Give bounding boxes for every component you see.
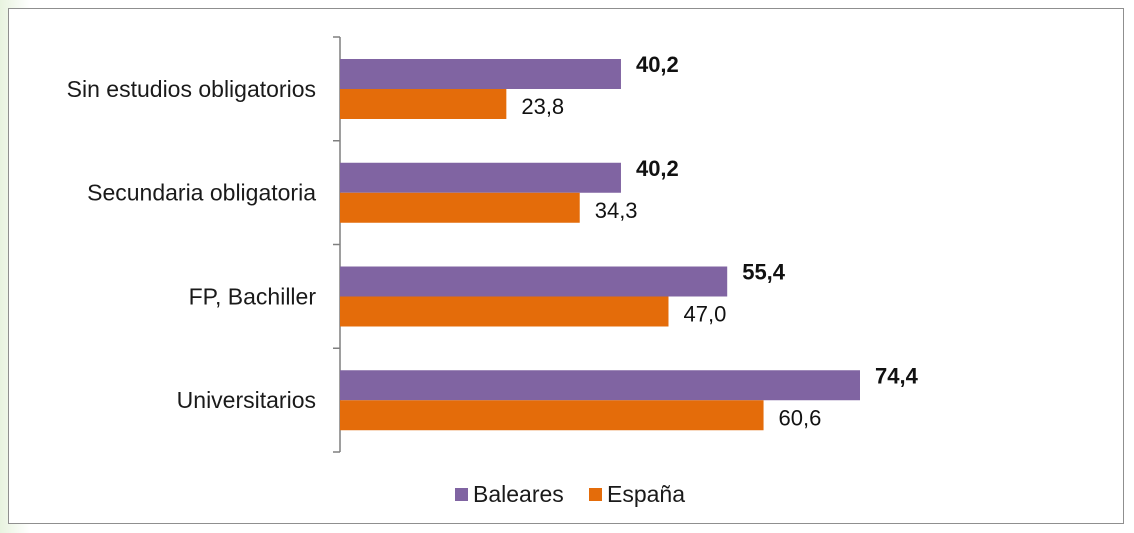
bars-layer xyxy=(340,59,860,431)
bar-baleares xyxy=(340,59,621,89)
chart-frame xyxy=(8,8,1124,524)
data-label: 60,6 xyxy=(779,405,822,430)
bar-baleares xyxy=(340,162,621,193)
legend-swatch xyxy=(455,488,468,501)
bar-espaa xyxy=(340,192,580,223)
labels-layer: Sin estudios obligatorios 40,2 23,8 Secunda… xyxy=(67,52,919,430)
data-label: 55,4 xyxy=(742,260,786,285)
bar-espaa xyxy=(340,89,507,119)
legend-label: Baleares xyxy=(473,481,564,507)
legend: Baleares España xyxy=(455,481,685,507)
bar-baleares xyxy=(340,266,728,297)
legend-swatch xyxy=(589,488,602,501)
data-label: 40,2 xyxy=(636,156,679,181)
data-label: 40,2 xyxy=(636,52,679,77)
data-label: 47,0 xyxy=(683,302,726,327)
legend-label: España xyxy=(607,481,685,507)
bar-espaa xyxy=(340,400,764,431)
bar-baleares xyxy=(340,370,860,401)
data-label: 74,4 xyxy=(875,363,919,388)
category-label: Sin estudios obligatorios xyxy=(67,76,316,102)
category-label: Secundaria obligatoria xyxy=(87,180,316,206)
data-label: 23,8 xyxy=(521,94,564,119)
category-label: Universitarios xyxy=(177,387,316,413)
data-label: 34,3 xyxy=(595,198,638,223)
category-label: FP, Bachiller xyxy=(189,283,317,309)
axis-layer xyxy=(333,36,341,453)
bar-espaa xyxy=(340,296,669,327)
